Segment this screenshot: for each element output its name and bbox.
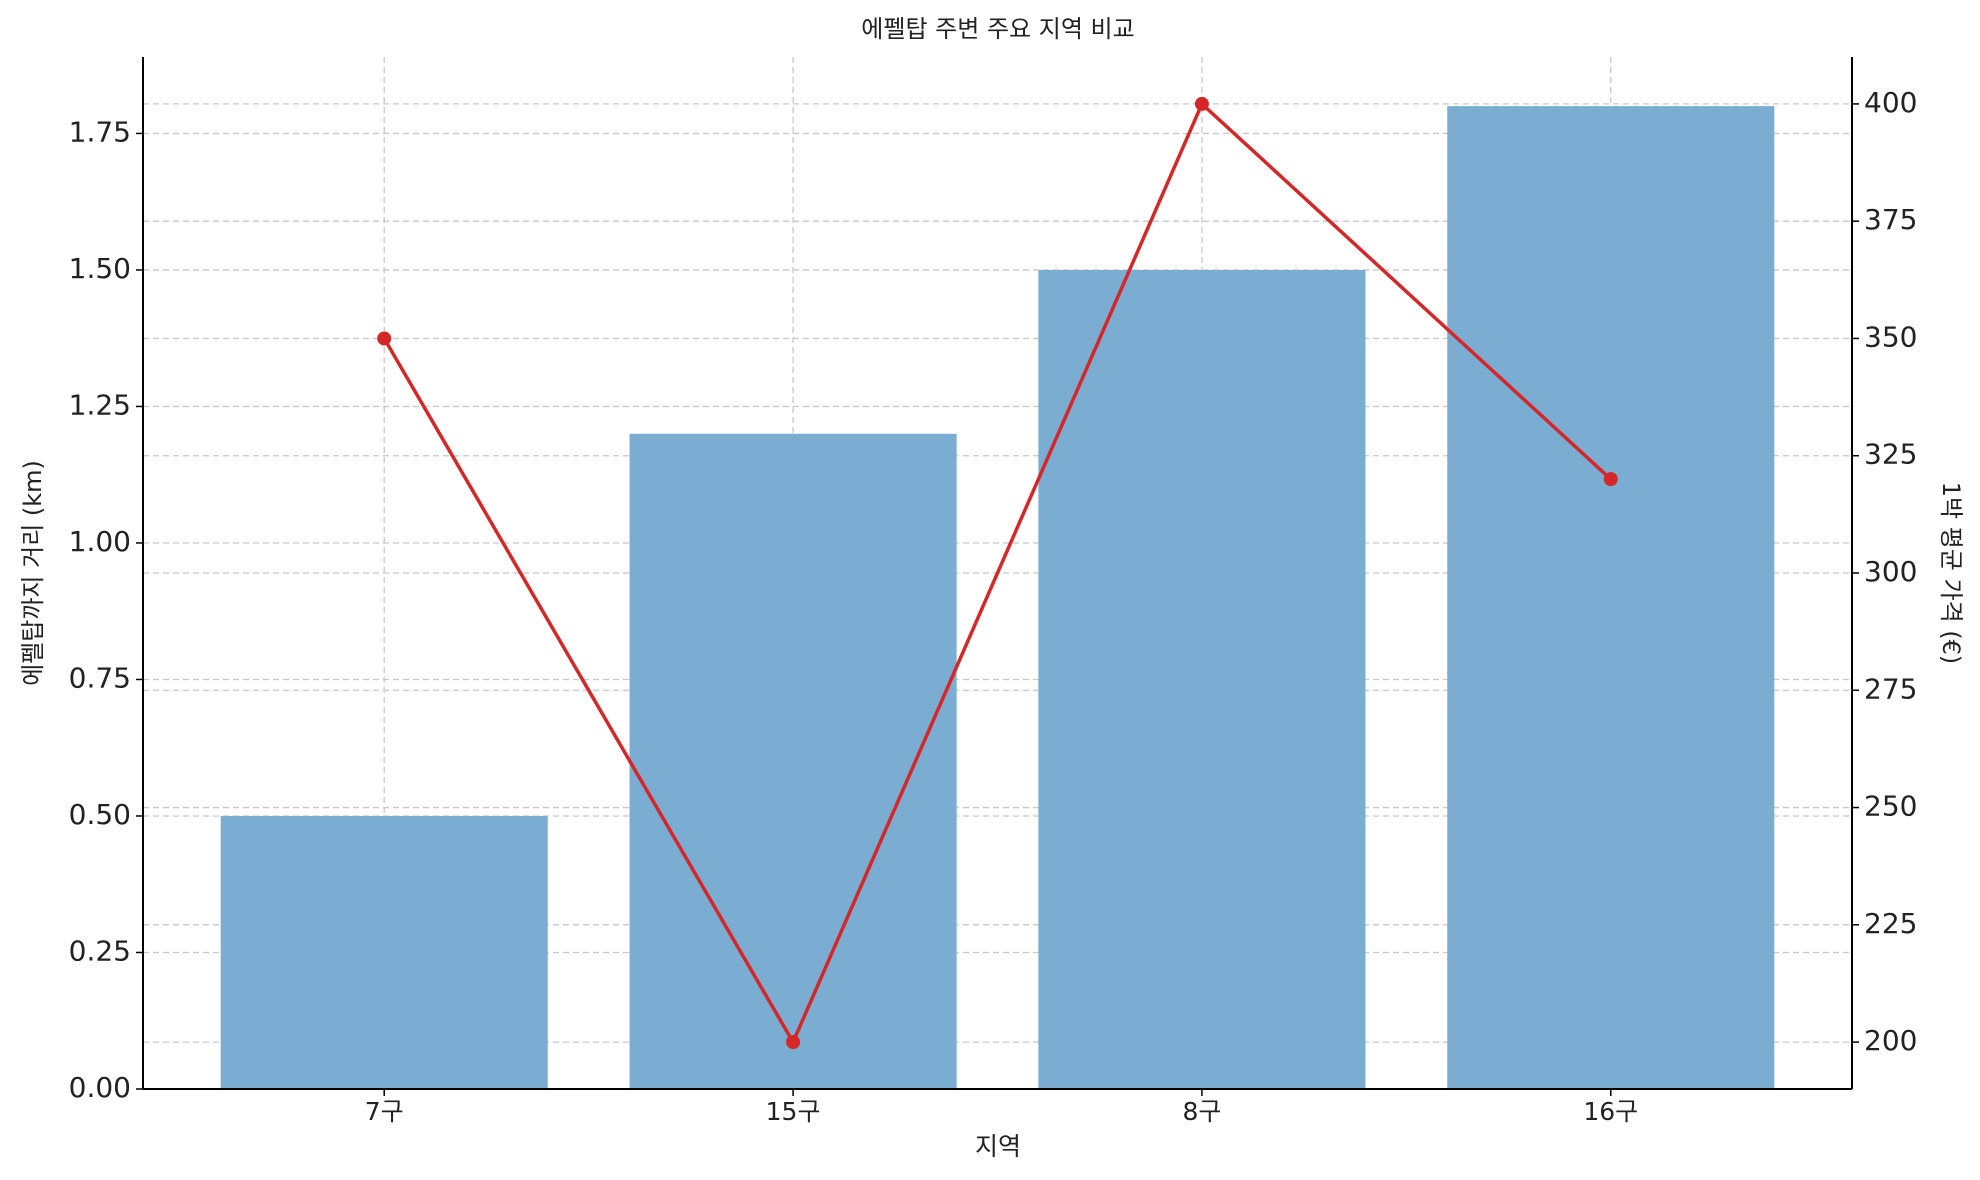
y-axis-label: 에펠탑까지 거리 (km) bbox=[19, 460, 47, 686]
bar bbox=[1447, 106, 1775, 1089]
point bbox=[1603, 472, 1618, 487]
bar bbox=[629, 433, 957, 1089]
x-tick-label: 8구 bbox=[1182, 1097, 1221, 1126]
point bbox=[1194, 96, 1209, 111]
y2-tick-label: 300 bbox=[1864, 555, 1917, 588]
y-tick-label: 0.25 bbox=[69, 934, 131, 967]
point bbox=[377, 331, 392, 346]
y2-tick-label: 250 bbox=[1864, 790, 1917, 823]
x-tick-label: 15구 bbox=[766, 1097, 821, 1126]
bar bbox=[1038, 269, 1366, 1089]
bar bbox=[220, 815, 548, 1089]
y2-tick-label: 325 bbox=[1864, 438, 1917, 471]
y2-tick-label: 225 bbox=[1864, 907, 1917, 940]
y-tick-label: 0.50 bbox=[69, 798, 131, 831]
y-tick-label: 1.00 bbox=[69, 525, 131, 558]
x-axis-label: 지역 bbox=[975, 1132, 1021, 1161]
point bbox=[786, 1035, 801, 1050]
chart-title: 에펠탑 주변 주요 지역 비교 bbox=[861, 15, 1134, 43]
x-tick-label: 16구 bbox=[1583, 1097, 1638, 1126]
y2-tick-label: 400 bbox=[1864, 86, 1917, 119]
y2-tick-label: 375 bbox=[1864, 203, 1917, 236]
y-tick-label: 0.75 bbox=[69, 661, 131, 694]
y-tick-label: 0.00 bbox=[69, 1071, 131, 1104]
y-tick-label: 1.50 bbox=[69, 252, 131, 285]
y2-tick-label: 275 bbox=[1864, 672, 1917, 705]
x-tick-label: 7구 bbox=[365, 1097, 404, 1126]
y2-tick-label: 350 bbox=[1864, 320, 1917, 353]
y2-tick-label: 200 bbox=[1864, 1024, 1917, 1057]
y-tick-label: 1.25 bbox=[69, 388, 131, 421]
y2-axis-label: 1박 평균 가격 (€) bbox=[1937, 482, 1965, 665]
y-tick-label: 1.75 bbox=[69, 115, 131, 148]
line bbox=[382, 100, 1612, 1046]
